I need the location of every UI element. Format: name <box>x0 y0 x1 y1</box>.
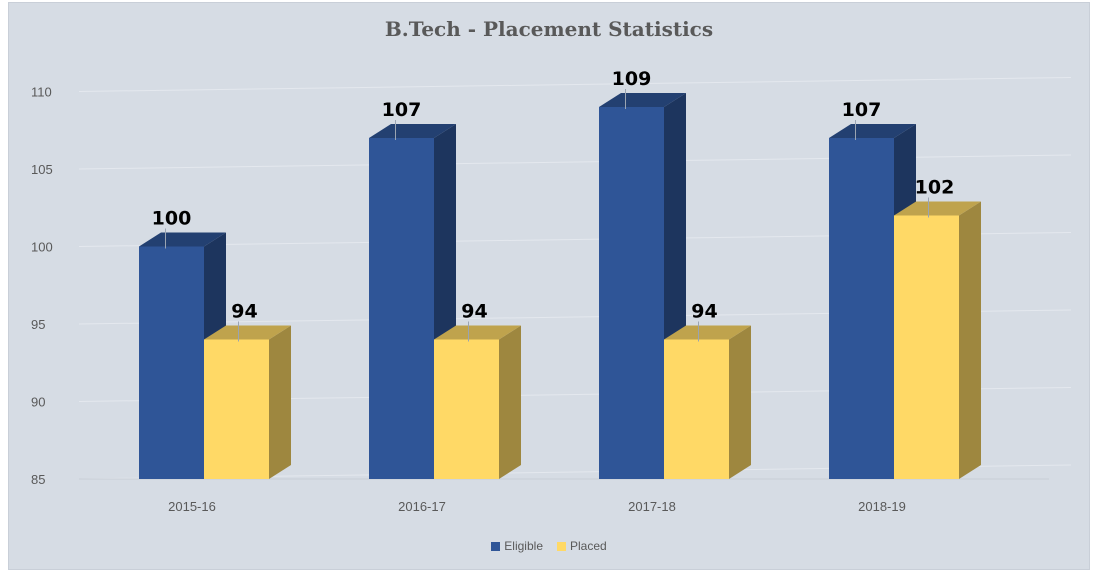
bar-eligible-2017-18 <box>599 93 686 479</box>
bar-placed-2017-18 <box>664 325 751 479</box>
data-label-eligible-2018-19: 107 <box>842 99 882 121</box>
y-tick-label-90: 90 <box>31 395 45 410</box>
chart-panel: B.Tech - Placement Statistics 85 90 95 100 1… <box>8 2 1090 570</box>
data-labels: 100 94 107 94 109 94 107 102 <box>152 68 955 342</box>
y-tick-label-85: 85 <box>31 472 45 487</box>
gridline <box>78 154 1072 170</box>
chart-title: B.Tech - Placement Statistics <box>384 17 714 41</box>
bar-placed-2016-17 <box>434 325 521 479</box>
data-label-eligible-2016-17: 107 <box>382 99 422 121</box>
y-axis-ticks: 85 90 95 100 105 110 <box>31 85 53 488</box>
y-tick-label-95: 95 <box>31 317 45 332</box>
x-tick-label-2017-18: 2017-18 <box>628 499 676 514</box>
data-label-eligible-2015-16: 100 <box>152 208 192 230</box>
x-tick-label-2015-16: 2015-16 <box>168 499 216 514</box>
x-tick-label-2016-17: 2016-17 <box>398 499 446 514</box>
bar-placed-2018-19 <box>894 201 981 479</box>
legend-item-placed: Placed <box>557 539 607 553</box>
legend: Eligible Placed <box>9 539 1089 553</box>
data-label-eligible-2017-18: 109 <box>612 68 652 90</box>
bar-eligible-2016-17 <box>369 124 456 479</box>
y-tick-label-100: 100 <box>31 240 53 255</box>
gridline <box>78 77 1072 92</box>
bar-placed-2015-16 <box>204 325 291 479</box>
legend-swatch-placed <box>557 541 566 551</box>
data-label-placed-2018-19: 102 <box>915 177 955 199</box>
legend-label-eligible: Eligible <box>504 539 543 553</box>
data-label-placed-2016-17: 94 <box>461 301 487 323</box>
y-tick-label-110: 110 <box>31 85 52 100</box>
x-tick-label-2018-19: 2018-19 <box>858 499 906 514</box>
bars <box>139 93 981 479</box>
x-axis-ticks: 2015-16 2016-17 2017-18 2018-19 <box>168 499 906 514</box>
data-label-placed-2017-18: 94 <box>691 301 717 323</box>
legend-item-eligible: Eligible <box>491 539 543 553</box>
legend-swatch-eligible <box>491 541 501 551</box>
data-label-placed-2015-16: 94 <box>231 301 257 323</box>
legend-label-placed: Placed <box>570 539 607 553</box>
y-tick-label-105: 105 <box>31 162 53 177</box>
